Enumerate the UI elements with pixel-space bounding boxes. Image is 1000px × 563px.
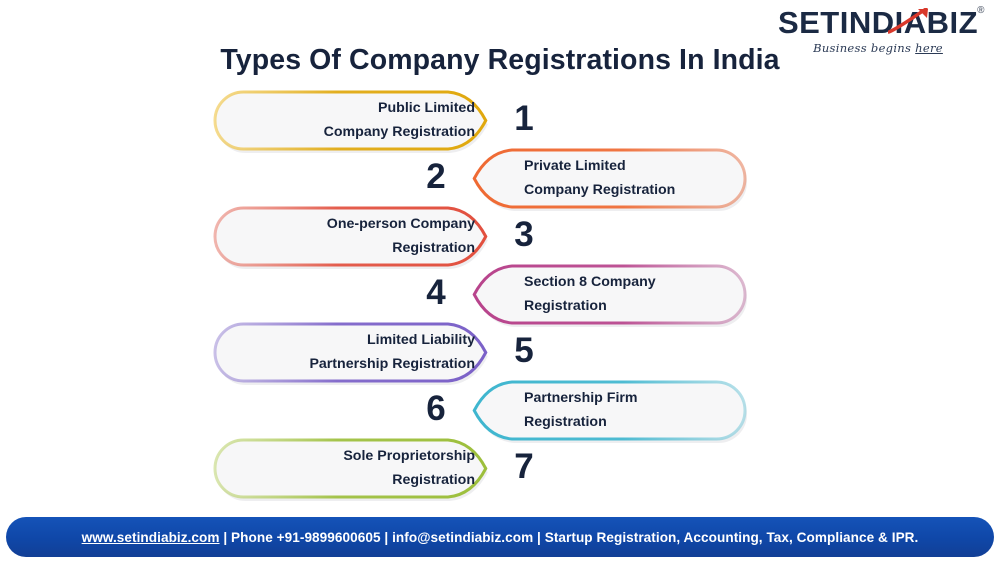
- step-number: 4: [426, 272, 446, 312]
- pill-outline: [213, 438, 488, 499]
- pill-outline: [472, 264, 747, 325]
- registration-type-item[interactable]: [213, 322, 488, 385]
- pill-outline: [213, 206, 488, 267]
- registration-type-item[interactable]: [213, 206, 488, 269]
- registration-type-item[interactable]: [213, 438, 488, 501]
- pill-outline: [213, 90, 488, 151]
- page-title: Types Of Company Registrations In India: [220, 44, 780, 76]
- registration-type-item[interactable]: [472, 148, 747, 211]
- step-number: 5: [514, 330, 534, 370]
- footer-sep-3: |: [533, 529, 545, 545]
- logo-tagline-underlined: here: [915, 41, 943, 55]
- footer-contact-bar: www.setindiabiz.com | Phone +91-98996006…: [6, 517, 994, 557]
- registration-type-item[interactable]: [472, 264, 747, 327]
- registration-type-item[interactable]: [472, 380, 747, 443]
- footer-email[interactable]: info@setindiabiz.com: [392, 529, 534, 545]
- step-number: 2: [426, 156, 446, 196]
- footer-phone: Phone +91-9899600605: [231, 529, 381, 545]
- footer-contact-text: www.setindiabiz.com | Phone +91-98996006…: [82, 530, 919, 545]
- pill-outline: [472, 380, 747, 441]
- registered-trademark-icon: ®: [977, 5, 985, 16]
- chain-pill-shapes: [213, 90, 747, 501]
- pill-outline: [213, 322, 488, 383]
- step-number: 7: [514, 446, 534, 486]
- registration-type-item[interactable]: [213, 90, 488, 153]
- logo-tagline-plain: Business begins: [813, 41, 916, 55]
- step-number: 3: [514, 214, 534, 254]
- logo-wordmark-label: SETINDIABIZ: [777, 5, 979, 40]
- footer-sep-2: |: [380, 529, 393, 545]
- step-number: 1: [514, 98, 534, 138]
- footer-services: Startup Registration, Accounting, Tax, C…: [544, 529, 919, 545]
- footer-sep-1: |: [219, 529, 232, 545]
- step-number: 6: [426, 388, 446, 428]
- footer-website-link[interactable]: www.setindiabiz.com: [81, 529, 220, 545]
- registration-types-chain: Public Limited Company Registration 1 Priva…: [0, 84, 1000, 512]
- pill-outline: [472, 148, 747, 209]
- logo-tagline: Business begins here: [770, 41, 986, 55]
- logo-wordmark-text: SETINDIABIZ ®: [770, 6, 986, 40]
